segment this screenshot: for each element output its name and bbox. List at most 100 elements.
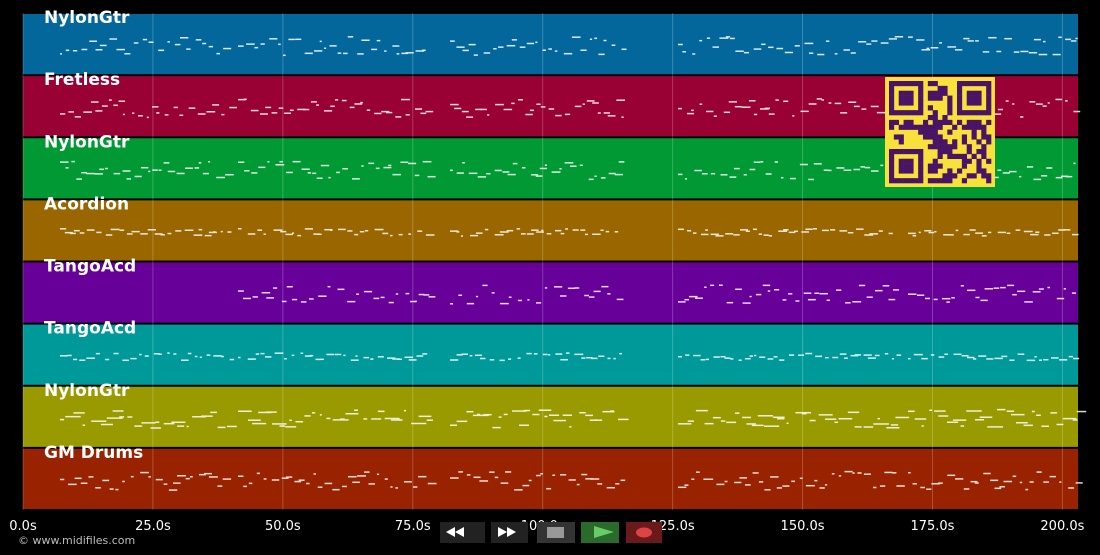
note — [912, 483, 917, 485]
note — [1023, 424, 1033, 427]
note — [113, 172, 121, 175]
transport-controls — [440, 522, 662, 543]
qr-module — [932, 124, 938, 130]
qr-module — [957, 95, 963, 101]
note — [73, 412, 85, 414]
note — [617, 418, 629, 421]
note — [484, 228, 489, 231]
note — [559, 295, 567, 297]
note — [861, 108, 867, 110]
qr-module — [986, 119, 992, 126]
note — [562, 414, 572, 416]
note — [499, 359, 505, 362]
note — [535, 302, 542, 304]
note — [828, 102, 832, 104]
note — [258, 166, 266, 169]
note — [860, 166, 865, 168]
note — [482, 284, 488, 287]
note — [167, 232, 172, 235]
note — [313, 50, 323, 52]
note — [304, 355, 312, 357]
qr-module — [908, 168, 914, 174]
note — [555, 114, 562, 117]
qr-module — [908, 90, 914, 96]
note — [555, 353, 563, 355]
fast-forward-button[interactable] — [491, 522, 528, 543]
note — [221, 355, 224, 358]
note — [291, 354, 295, 357]
note — [285, 233, 294, 236]
qr-module — [952, 153, 958, 160]
note — [790, 177, 796, 180]
note — [908, 232, 916, 235]
note — [847, 411, 860, 414]
qr-module — [889, 105, 895, 111]
note — [307, 172, 312, 174]
qr-module — [986, 139, 992, 145]
note — [691, 109, 694, 112]
note — [243, 98, 247, 101]
note — [678, 107, 682, 110]
rewind-button[interactable] — [440, 522, 485, 543]
note — [330, 105, 335, 108]
note — [878, 230, 883, 232]
note — [782, 299, 787, 301]
track-notes — [238, 284, 1077, 305]
qr-module — [942, 144, 948, 150]
note — [204, 234, 212, 237]
note — [514, 489, 523, 491]
note — [281, 300, 287, 303]
note — [840, 112, 848, 114]
note — [873, 486, 877, 489]
note — [886, 427, 900, 429]
note — [687, 420, 694, 422]
note — [725, 36, 731, 38]
note — [505, 471, 512, 473]
note — [395, 487, 398, 489]
note — [967, 40, 974, 42]
note — [938, 356, 945, 358]
note — [825, 40, 830, 42]
play-button[interactable] — [581, 522, 619, 543]
qr-module — [976, 163, 982, 169]
note — [359, 230, 365, 233]
note — [1062, 417, 1077, 420]
note — [843, 169, 852, 172]
record-button[interactable] — [626, 522, 662, 543]
note — [819, 487, 825, 489]
note — [337, 228, 346, 231]
stop-button[interactable] — [537, 522, 575, 543]
note — [764, 107, 771, 110]
note — [529, 109, 535, 112]
note — [150, 427, 161, 429]
note — [279, 425, 286, 427]
note — [693, 354, 701, 357]
note — [788, 231, 796, 234]
qr-module — [908, 124, 914, 130]
qr-module — [957, 119, 963, 126]
note — [304, 415, 311, 417]
note — [729, 37, 735, 40]
note — [536, 103, 541, 106]
note — [184, 229, 194, 232]
qr-module — [923, 124, 929, 130]
note — [140, 233, 148, 235]
note — [1015, 229, 1021, 231]
note — [560, 358, 568, 361]
note — [544, 164, 547, 166]
note — [986, 358, 994, 360]
note — [713, 115, 717, 117]
qr-module — [981, 81, 987, 87]
note — [337, 288, 345, 291]
note — [167, 170, 176, 173]
note — [554, 229, 562, 232]
note — [1058, 229, 1065, 231]
note — [819, 292, 828, 295]
note — [489, 359, 495, 361]
note — [947, 474, 956, 477]
note — [1071, 40, 1077, 42]
qr-module — [981, 124, 987, 130]
note — [1050, 412, 1058, 414]
note — [585, 414, 593, 417]
note — [187, 352, 192, 355]
